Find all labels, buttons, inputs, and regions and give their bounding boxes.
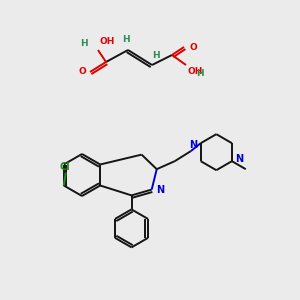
Text: H: H	[196, 68, 204, 77]
Text: N: N	[235, 154, 243, 164]
Text: OH: OH	[100, 38, 116, 46]
Text: H: H	[122, 35, 130, 44]
Text: H: H	[152, 50, 160, 59]
Text: O: O	[190, 43, 198, 52]
Text: O: O	[78, 68, 86, 76]
Text: Cl: Cl	[59, 161, 70, 172]
Text: H: H	[80, 38, 88, 47]
Text: N: N	[156, 184, 164, 195]
Text: N: N	[190, 140, 198, 150]
Text: OH: OH	[188, 67, 203, 76]
